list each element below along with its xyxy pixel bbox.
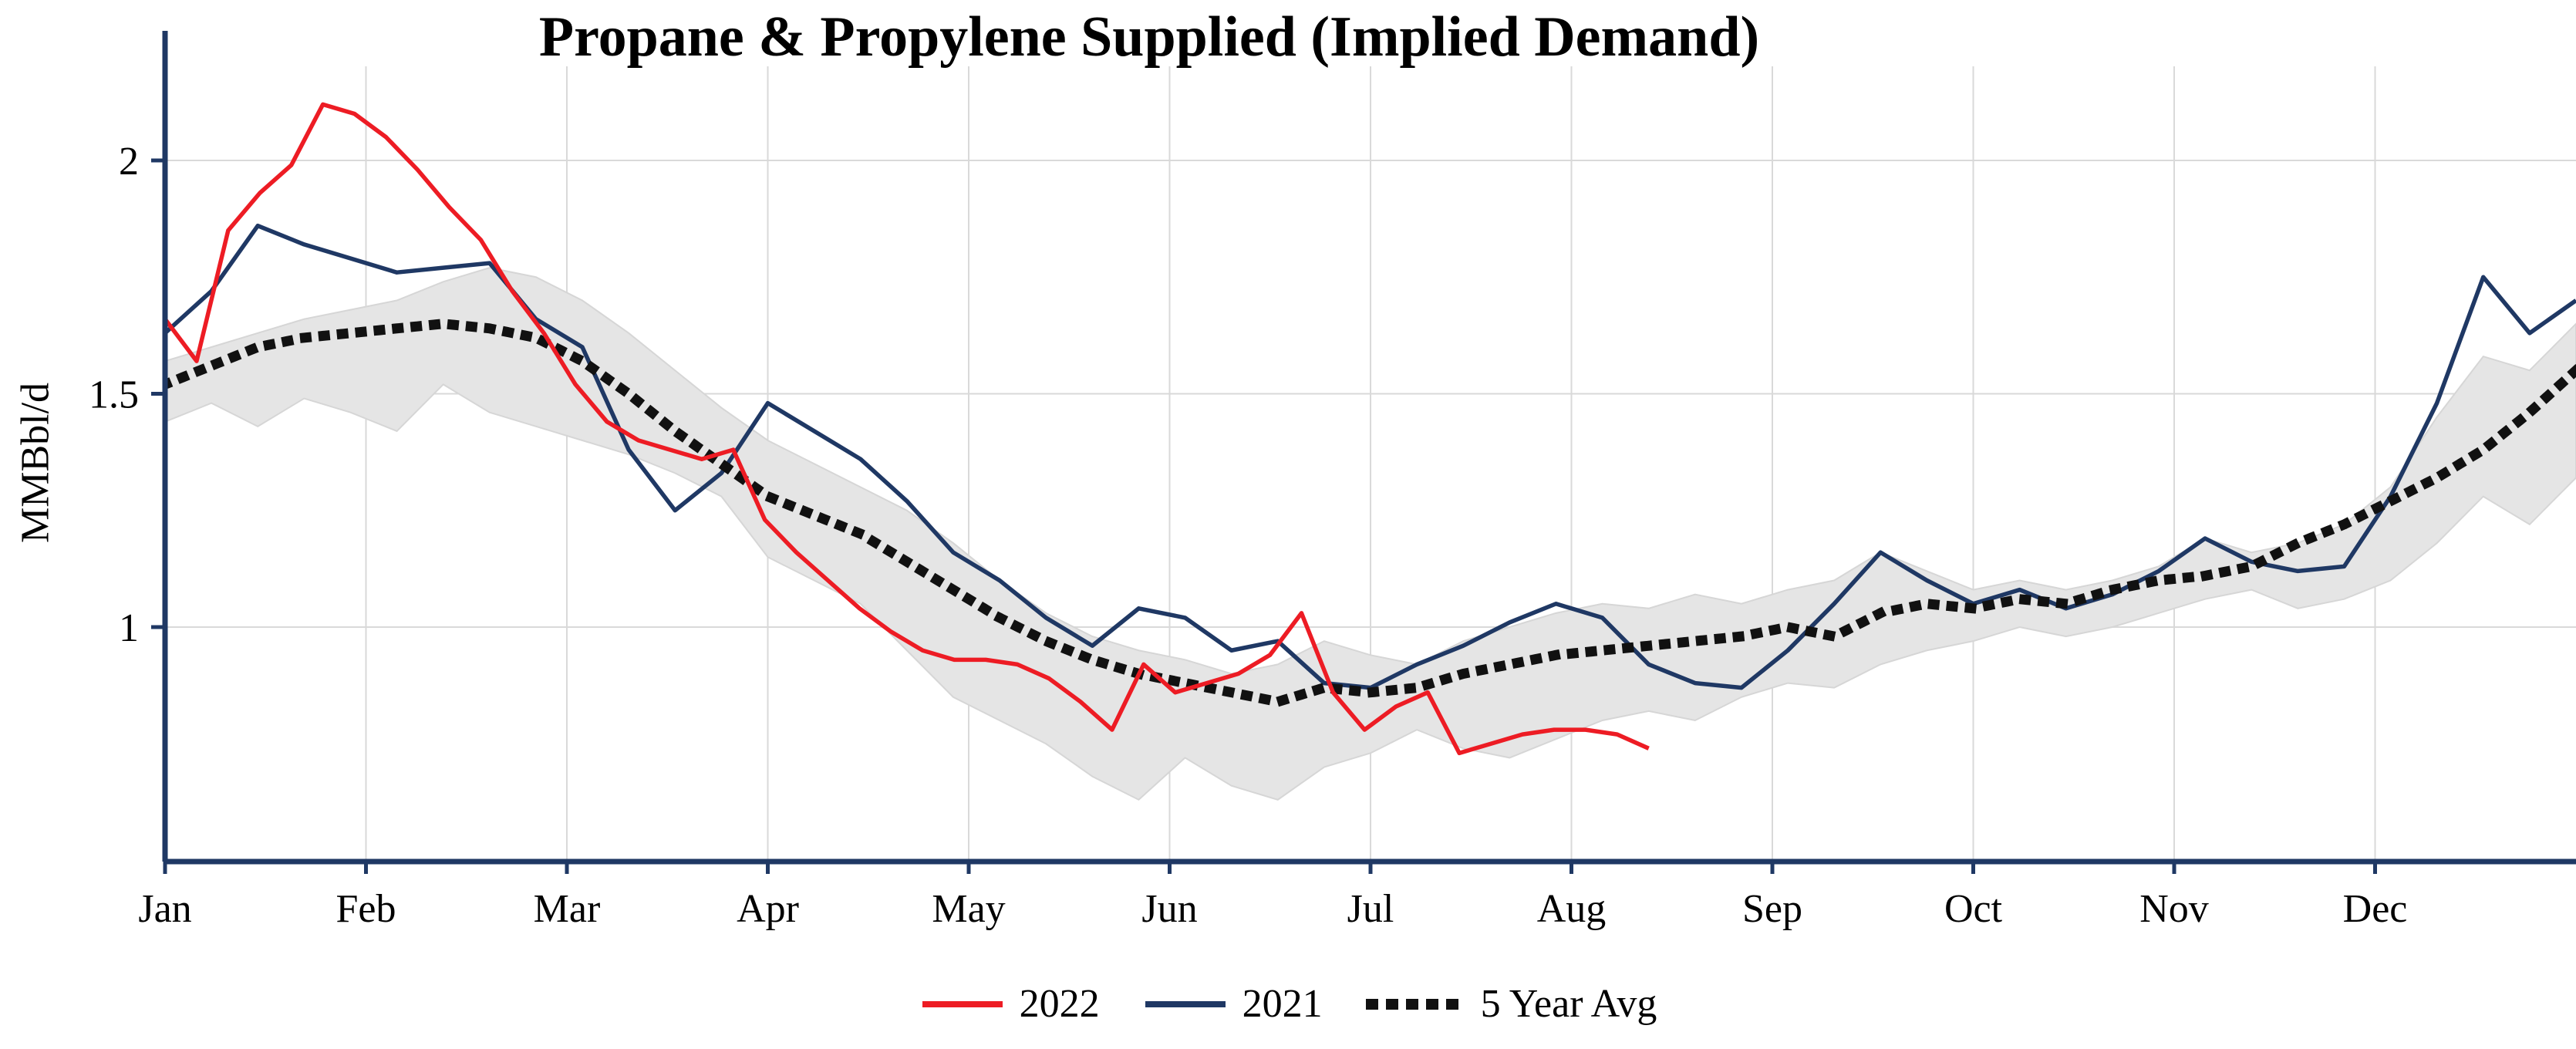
legend-label-5yr-avg: 5 Year Avg bbox=[1480, 982, 1657, 1026]
navy-line-swatch-icon bbox=[1145, 1000, 1226, 1007]
legend-item-2022: 2022 bbox=[919, 981, 1100, 1027]
legend-item-5yr-avg: 5 Year Avg bbox=[1365, 981, 1657, 1027]
x-tick-label: May bbox=[932, 887, 1005, 931]
y-tick-label: 1 bbox=[119, 606, 139, 650]
legend-item-2021: 2021 bbox=[1142, 981, 1323, 1027]
y-tick-label: 1.5 bbox=[89, 373, 139, 417]
legend-label-2022: 2022 bbox=[1019, 982, 1100, 1026]
dotted-line-swatch-icon bbox=[1365, 998, 1467, 1010]
series-line-2022 bbox=[165, 102, 1650, 756]
y-tick-label: 2 bbox=[119, 140, 139, 184]
line-chart-plot: 1 1.5 2 Jan Feb Mar Apr May Jun Jul Aug Sep Oct Nov De… bbox=[89, 31, 2576, 931]
x-tick-label: Sep bbox=[1742, 887, 1802, 931]
x-tick-label: Feb bbox=[336, 887, 396, 931]
x-tick-label: Aug bbox=[1537, 887, 1607, 931]
x-tick-label: Jan bbox=[138, 887, 191, 931]
axes bbox=[151, 31, 2576, 874]
x-tick-label: Nov bbox=[2139, 887, 2209, 931]
x-tick-label: Jun bbox=[1141, 887, 1197, 931]
x-tick-label: Oct bbox=[1944, 887, 2003, 931]
red-line-swatch-icon bbox=[922, 1000, 1003, 1007]
y-axis-label: MMBbl/d bbox=[13, 382, 58, 544]
chart-title: Propane & Propylene Supplied (Implied De… bbox=[538, 5, 1760, 69]
legend-label-2021: 2021 bbox=[1242, 982, 1323, 1026]
x-tick-label: Mar bbox=[534, 887, 601, 931]
x-tick-label: Jul bbox=[1347, 887, 1394, 931]
x-tick-label: Dec bbox=[2343, 887, 2408, 931]
series-line-5-year-avg bbox=[165, 319, 2576, 707]
x-tick-label: Apr bbox=[737, 887, 799, 931]
chart-legend: 2022 2021 5 Year Avg bbox=[0, 981, 2576, 1027]
